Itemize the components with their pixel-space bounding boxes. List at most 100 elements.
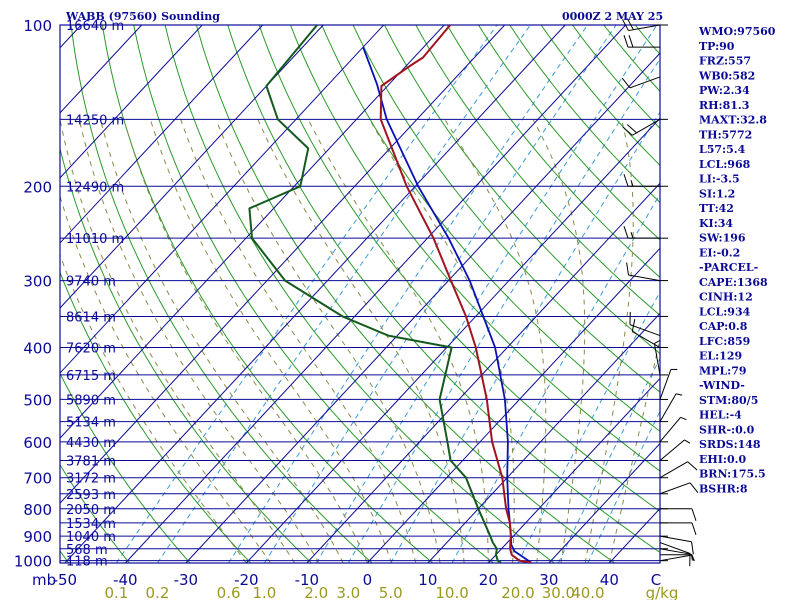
temperature-tick-label: 0 [363,571,373,589]
moist-adiabat [180,119,417,563]
mixing-ratio-tick-label: 3.0 [336,584,360,600]
isotherms [60,25,660,563]
wind-barb [623,226,660,239]
isotherm-line [124,25,627,563]
dry-adiabat [384,25,660,355]
moist-adiabat [123,119,368,563]
dry-adiabat [0,25,8,563]
isotherm-line [366,247,660,563]
wind-barb [660,508,697,521]
mixing-ratio-tick-label: 0.6 [217,584,241,600]
isotherm-line [306,182,660,563]
dry-adiabat [446,25,660,278]
wind-barb [623,174,660,187]
index-line: BRN:175.5 [699,468,766,481]
wind-barb-flag [687,461,698,471]
mixing-ratio-tick-label: 0.2 [146,584,170,600]
isotherm-line [60,25,506,504]
wind-barb-flag [623,35,629,48]
isotherm-line [60,25,445,439]
wind-barb [659,368,678,400]
mixing-ratio-tick-label: 2.0 [304,584,328,600]
wind-barb [659,439,691,461]
mixing-ratio-line [587,410,660,563]
index-line: RH:81.3 [699,99,749,112]
index-line: LCL:934 [699,305,751,318]
index-line: STM:80/5 [699,394,758,407]
temperature-tick-label: -40 [113,571,138,589]
index-line: LI:-3.5 [699,173,740,186]
dry-adiabat [195,25,615,563]
dry-adiabat [133,25,494,563]
wind-barb-half-flag [680,416,687,421]
wind-barb-staff [632,331,661,348]
temperature-trace [379,25,532,563]
moist-adiabat [215,119,441,563]
moist-adiabat [257,119,465,563]
index-line: KI:34 [699,217,733,230]
wind-barb-staff [659,482,691,495]
height-label: 118 m [66,555,108,570]
wind-barb-half-flag [630,232,634,239]
wind-barb [626,262,661,282]
wind-barb [623,35,660,48]
index-line: EI:-0.2 [699,246,740,259]
height-label: 2050 m [66,503,116,518]
wind-barb-staff [659,417,681,443]
index-line: FRZ:557 [699,55,751,68]
moist-adiabat [60,119,296,563]
temperature-tick-label: -50 [53,571,78,589]
temperature-tick-label: -20 [234,571,259,589]
dry-adiabat [258,25,660,513]
moist-adiabat [99,119,344,563]
pressure-tick-label: 600 [23,434,52,452]
wind-barb [659,554,695,562]
mixing-ratio-tick-label: 1.0 [253,584,277,600]
index-line: PW:2.34 [699,84,750,97]
pressure-unit-label: mb [32,571,56,589]
index-line: SHR-:0.0 [699,423,755,436]
wind-barb [659,535,694,555]
wind-barb-staff [659,393,677,422]
isotherm-line [185,52,660,563]
height-label: 2593 m [66,488,116,503]
dry-adiabat [540,25,660,167]
dry-adiabat [509,25,660,204]
wind-barb-staff [659,461,688,479]
wind-barb [621,76,661,89]
wind-barb-staff [659,548,692,555]
wind-barb-flag [691,508,697,521]
wind-barb-flag [623,226,629,239]
mixing-ratio-line [557,357,660,563]
wind-barb-flag [689,482,699,494]
temperature-tick-label: -30 [174,571,199,589]
dry-adiabat [101,25,434,563]
wind-barb [622,118,661,136]
index-line: TP:90 [699,40,735,53]
index-line: WMO:97560 [698,25,776,38]
mixing-ratio-line [263,25,617,563]
index-line: -PARCEL- [699,261,758,274]
isotherm-line [64,25,566,563]
temperature-tick-label: -10 [295,571,320,589]
mixing-ratio-tick-label: 5.0 [379,584,403,600]
isotherm-line [60,25,324,309]
pressure-tick-label: 200 [23,178,52,196]
index-line: BSHR:8 [699,482,748,495]
height-label: 3172 m [66,472,116,487]
index-line: -WIND- [699,379,745,392]
index-line: EHI:0.0 [699,453,746,466]
index-line: L57:5.4 [699,143,746,156]
wind-barb [659,482,699,495]
index-line: MAXT:32.8 [699,114,767,127]
index-line: CAP:0.8 [699,320,748,333]
temperature-tick-label: 30 [539,571,558,589]
wind-barb [653,339,661,376]
isobars [59,24,661,564]
wind-barb-flag [631,319,636,332]
height-label: 11010 m [66,232,124,247]
wind-barb-flag [626,262,629,276]
